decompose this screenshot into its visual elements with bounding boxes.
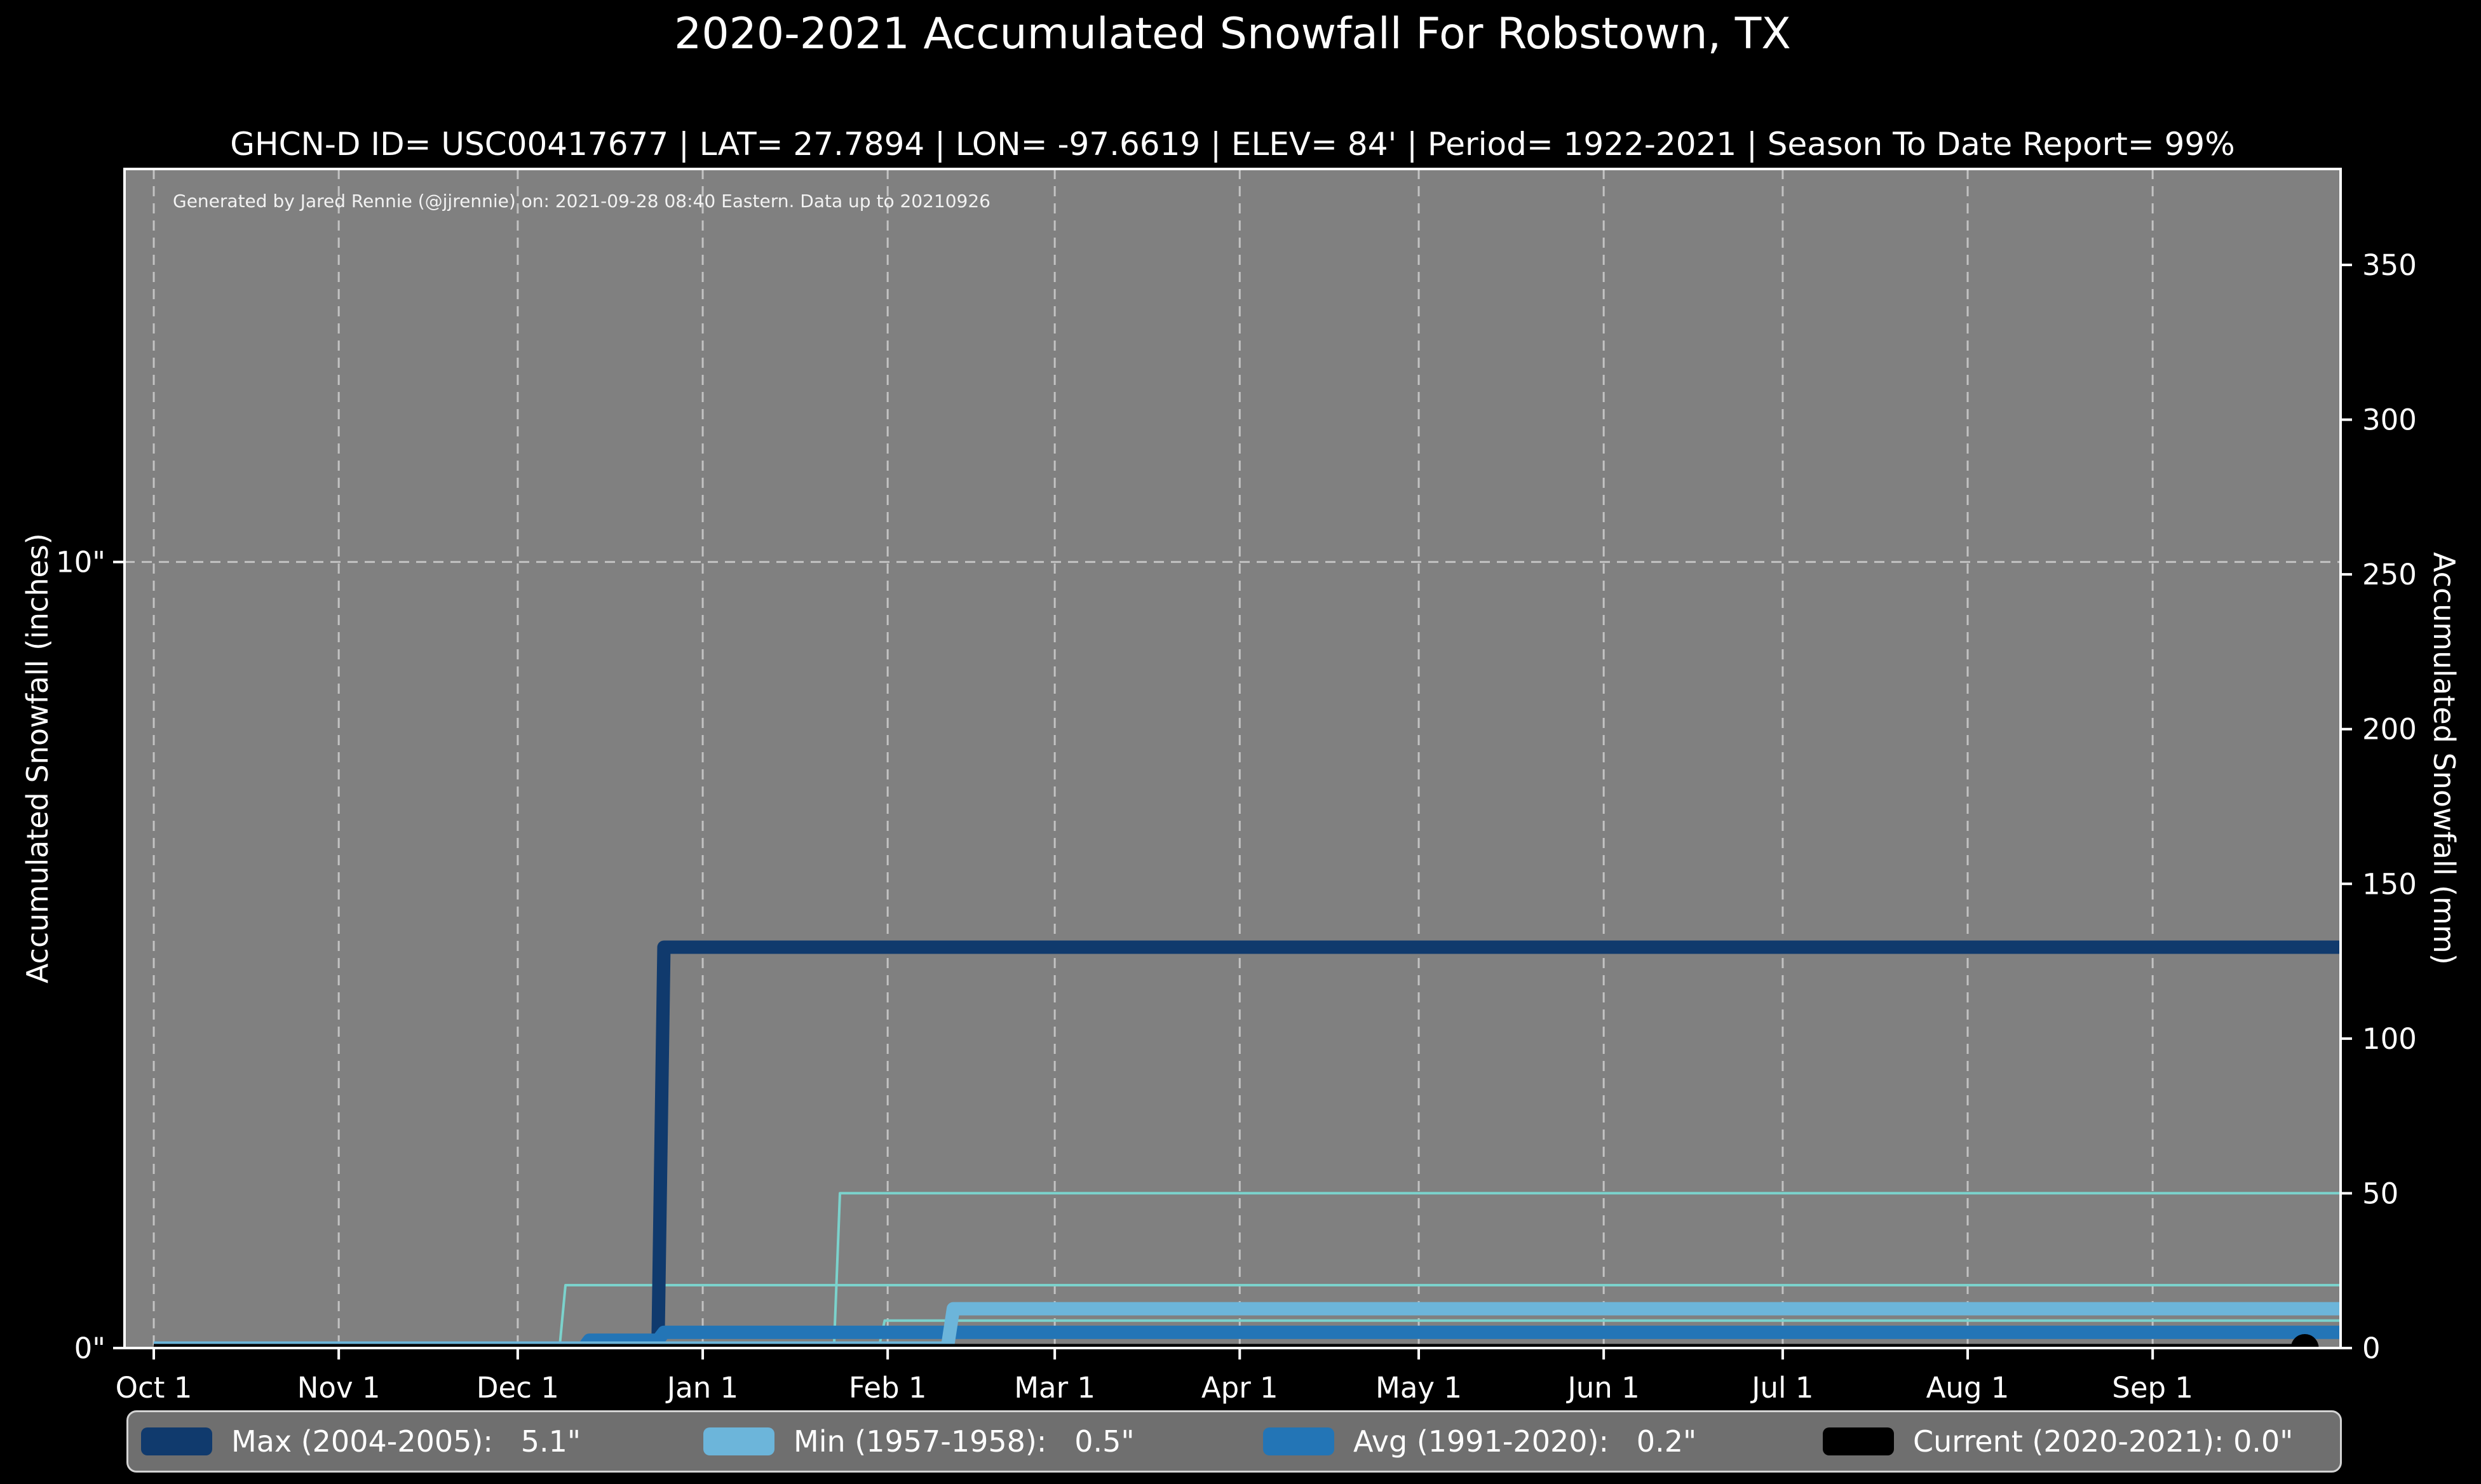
x-tick-label: Jul 1	[1750, 1371, 1813, 1405]
legend-swatch-min	[703, 1427, 774, 1455]
right-tick-label: 0	[2362, 1332, 2381, 1365]
series-min	[154, 1302, 2341, 1348]
legend-label-min: Min (1957-1958): 0.5"	[794, 1424, 1135, 1459]
series-other-season-b	[154, 1192, 2341, 1348]
x-tick-label: Feb 1	[849, 1371, 927, 1405]
right-axis-title: Accumulated Snowfall (mm)	[2427, 552, 2461, 965]
series-current-end-dot	[2290, 1334, 2319, 1348]
legend-item-avg: Avg (1991-2020): 0.2"	[1263, 1412, 1696, 1471]
gridlines	[125, 169, 2341, 1348]
series-group	[154, 940, 2341, 1348]
x-tick-label: Oct 1	[116, 1371, 193, 1405]
x-tick-label: May 1	[1376, 1371, 1462, 1405]
legend: Max (2004-2005): 5.1" Min (1957-1958): 0.…	[126, 1410, 2342, 1473]
x-tick-label: Apr 1	[1201, 1371, 1278, 1405]
legend-swatch-avg	[1263, 1427, 1334, 1455]
left-tick-label: 10"	[56, 546, 105, 579]
tick-labels: Oct 1 Nov 1 Dec 1 Jan 1 Feb 1 Mar 1 Apr 1 May 1…	[56, 248, 2417, 1405]
tick-marks	[113, 264, 2352, 1359]
legend-swatch-max	[141, 1427, 212, 1455]
legend-item-min: Min (1957-1958): 0.5"	[703, 1412, 1135, 1471]
legend-swatch-current	[1823, 1427, 1894, 1455]
x-tick-label: Dec 1	[477, 1371, 559, 1405]
chart-title: 2020-2021 Accumulated Snowfall For Robst…	[674, 9, 1791, 59]
x-tick-label: Mar 1	[1014, 1371, 1095, 1405]
legend-label-avg: Avg (1991-2020): 0.2"	[1353, 1424, 1697, 1459]
x-tick-label: Sep 1	[2112, 1371, 2193, 1405]
plot-background	[125, 169, 2341, 1348]
plot-spines	[123, 168, 2342, 1349]
x-tick-label: Aug 1	[1926, 1371, 2010, 1405]
right-tick-label: 300	[2362, 403, 2417, 437]
x-tick-label: Jan 1	[665, 1371, 738, 1405]
generated-by-note: Generated by Jared Rennie (@jjrennie) on…	[173, 191, 990, 212]
legend-item-current: Current (2020-2021): 0.0"	[1823, 1412, 2293, 1471]
right-tick-label: 100	[2362, 1022, 2417, 1056]
x-tick-label: Nov 1	[297, 1371, 381, 1405]
left-axis-title: Accumulated Snowfall (inches)	[20, 533, 55, 984]
x-tick-label: Jun 1	[1566, 1371, 1640, 1405]
right-tick-label: 200	[2362, 713, 2417, 746]
left-tick-label: 0"	[74, 1332, 105, 1365]
legend-label-current: Current (2020-2021): 0.0"	[1913, 1424, 2294, 1459]
right-tick-label: 250	[2362, 558, 2417, 591]
series-other-season-a	[154, 1284, 2341, 1348]
right-tick-label: 50	[2362, 1177, 2398, 1210]
chart-subtitle: GHCN-D ID= USC00417677 | LAT= 27.7894 | …	[230, 126, 2235, 163]
legend-label-max: Max (2004-2005): 5.1"	[231, 1424, 581, 1459]
right-tick-label: 150	[2362, 867, 2417, 901]
legend-item-max: Max (2004-2005): 5.1"	[141, 1412, 581, 1471]
right-tick-label: 350	[2362, 248, 2417, 282]
series-max	[154, 940, 2341, 1348]
